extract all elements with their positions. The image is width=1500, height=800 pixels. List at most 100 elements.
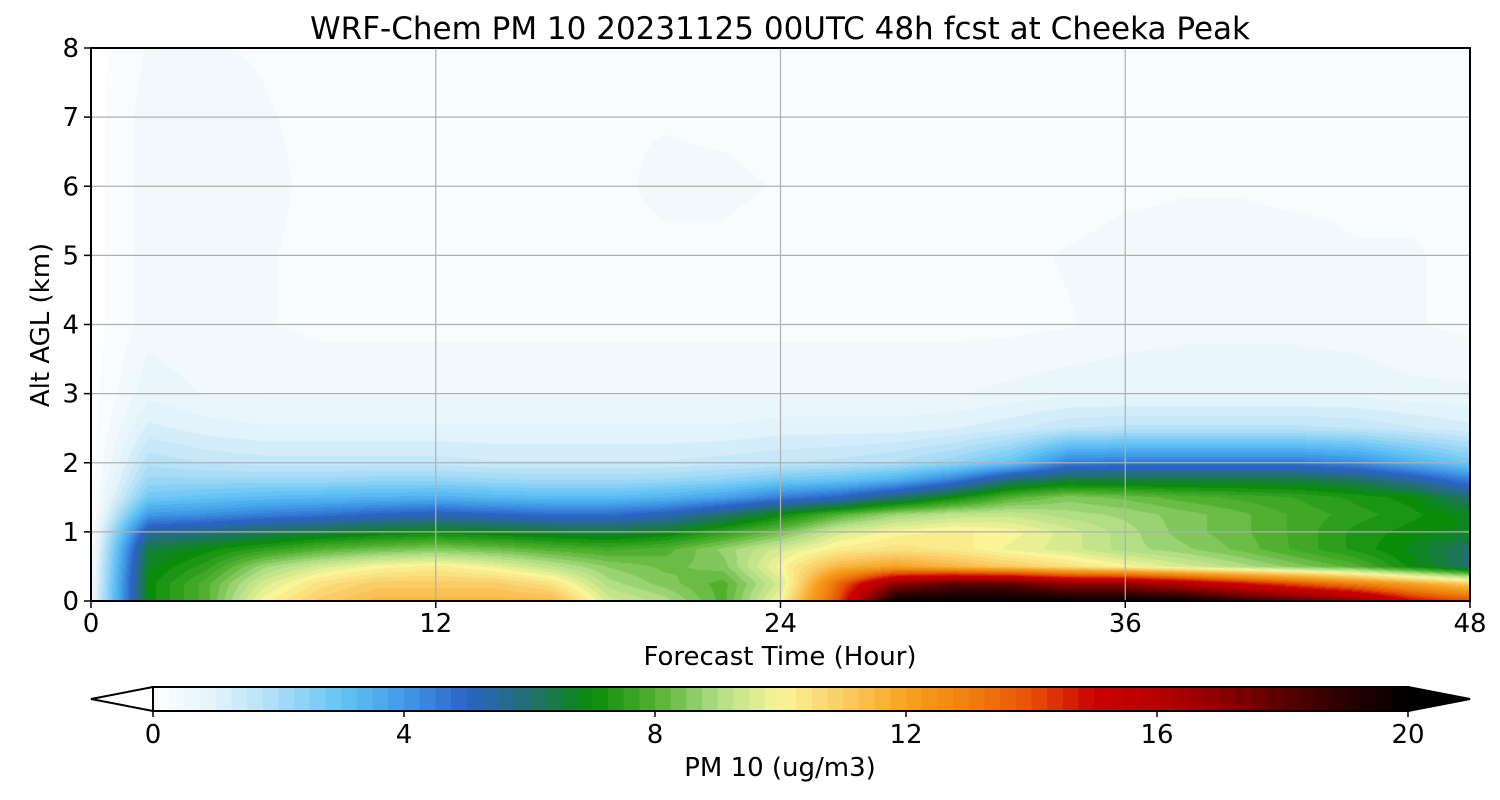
colorbar-band: [1329, 687, 1346, 711]
colorbar-band: [1376, 687, 1393, 711]
colorbar-band: [231, 687, 248, 711]
y-axis-label: Alt AGL (km): [26, 243, 56, 407]
colorbar-band: [1392, 687, 1409, 711]
colorbar-band: [1157, 687, 1174, 711]
colorbar-band: [404, 687, 421, 711]
colorbar-band: [545, 687, 562, 711]
colorbar-band: [1266, 687, 1284, 711]
y-tick-label: 3: [62, 380, 79, 410]
colorbar-band: [1313, 687, 1331, 711]
colorbar-band: [937, 687, 954, 711]
colorbar-band: [717, 687, 735, 711]
colorbar-band: [168, 687, 185, 711]
colorbar-band: [372, 687, 389, 711]
colorbar-band: [1204, 687, 1221, 711]
colorbar-band: [247, 687, 264, 711]
colorbar-band: [906, 687, 923, 711]
colorbar-band: [858, 687, 876, 711]
colorbar-band: [1172, 687, 1189, 711]
colorbar-band: [341, 687, 358, 711]
colorbar-band: [1298, 687, 1315, 711]
colorbar-band: [1078, 687, 1095, 711]
colorbar-tick-label: 20: [1391, 720, 1424, 750]
colorbar-band: [686, 687, 703, 711]
colorbar-band: [1282, 687, 1299, 711]
colorbar-band: [1235, 687, 1252, 711]
colorbar-band: [576, 687, 593, 711]
colorbar-tick-label: 4: [396, 720, 413, 750]
colorbar-band: [419, 687, 436, 711]
y-tick-label: 6: [62, 172, 79, 202]
colorbar-band: [655, 687, 672, 711]
colorbar-band: [968, 687, 986, 711]
colorbar-band: [827, 687, 844, 711]
y-axis: 0 1 2 3 4 5 6 7 8: [62, 34, 91, 617]
colorbar-band: [435, 687, 452, 711]
colorbar-band: [262, 687, 280, 711]
x-tick-label: 0: [83, 609, 100, 639]
colorbar-band: [1047, 687, 1064, 711]
y-tick-label: 5: [62, 241, 79, 271]
colorbar-band: [529, 687, 546, 711]
colorbar-band: [1062, 687, 1080, 711]
colorbar-band: [1031, 687, 1048, 711]
colorbar-band: [607, 687, 625, 711]
x-tick-label: 48: [1453, 609, 1486, 639]
colorbar-band: [153, 687, 170, 711]
colorbar-band: [670, 687, 687, 711]
colorbar-band: [278, 687, 295, 711]
colorbar-band: [1000, 687, 1017, 711]
colorbar-ticks: 0 4 8 12 16 20: [145, 711, 1425, 750]
colorbar-band: [388, 687, 405, 711]
colorbar-frame: [152, 686, 1409, 712]
y-tick-label: 1: [62, 518, 79, 548]
colorbar: 0 4 8 12 16 20 PM 10 (ug/m3): [90, 685, 1471, 783]
colorbar-band: [1188, 687, 1205, 711]
colorbar-extend-min: [90, 685, 154, 713]
x-axis: 0 12 24 36 48: [83, 601, 1487, 639]
x-axis-label: Forecast Time (Hour): [643, 642, 916, 672]
colorbar-band: [1360, 687, 1378, 711]
colorbar-band: [560, 687, 578, 711]
colorbar-band: [1125, 687, 1142, 711]
colorbar-band: [1094, 687, 1111, 711]
colorbar-band: [482, 687, 499, 711]
colorbar-band: [733, 687, 750, 711]
colorbar-band: [764, 687, 782, 711]
colorbar-band: [1141, 687, 1158, 711]
colorbar-band: [1015, 687, 1033, 711]
colorbar-band: [498, 687, 515, 711]
colorbar-band: [200, 687, 217, 711]
plot-area: [90, 47, 1471, 602]
colorbar-band: [953, 687, 970, 711]
colorbar-band: [1219, 687, 1237, 711]
colorbar-band: [1251, 687, 1268, 711]
colorbar-band: [356, 687, 374, 711]
colorbar-tick-label: 0: [145, 720, 162, 750]
colorbar-band: [513, 687, 531, 711]
colorbar-tick-label: 8: [647, 720, 664, 750]
colorbar-band: [890, 687, 907, 711]
colorbar-band: [592, 687, 609, 711]
colorbar-band: [215, 687, 233, 711]
colorbar-band: [811, 687, 829, 711]
colorbar-band: [309, 687, 327, 711]
colorbar-band: [451, 687, 468, 711]
colorbar-bands: [153, 687, 1409, 711]
colorbar-band: [639, 687, 656, 711]
colorbar-label: PM 10 (ug/m3): [684, 753, 876, 783]
colorbar-tick-label: 12: [889, 720, 922, 750]
y-tick-label: 4: [62, 311, 79, 341]
colorbar-band: [702, 687, 719, 711]
colorbar-band: [466, 687, 484, 711]
colorbar-band: [921, 687, 938, 711]
y-tick-label: 0: [62, 587, 79, 617]
colorbar-band: [184, 687, 201, 711]
colorbar-band: [780, 687, 797, 711]
colorbar-band: [294, 687, 311, 711]
colorbar-extend-max: [1407, 685, 1471, 713]
y-tick-label: 2: [62, 449, 79, 479]
y-tick-label: 8: [62, 34, 79, 64]
colorbar-band: [623, 687, 640, 711]
